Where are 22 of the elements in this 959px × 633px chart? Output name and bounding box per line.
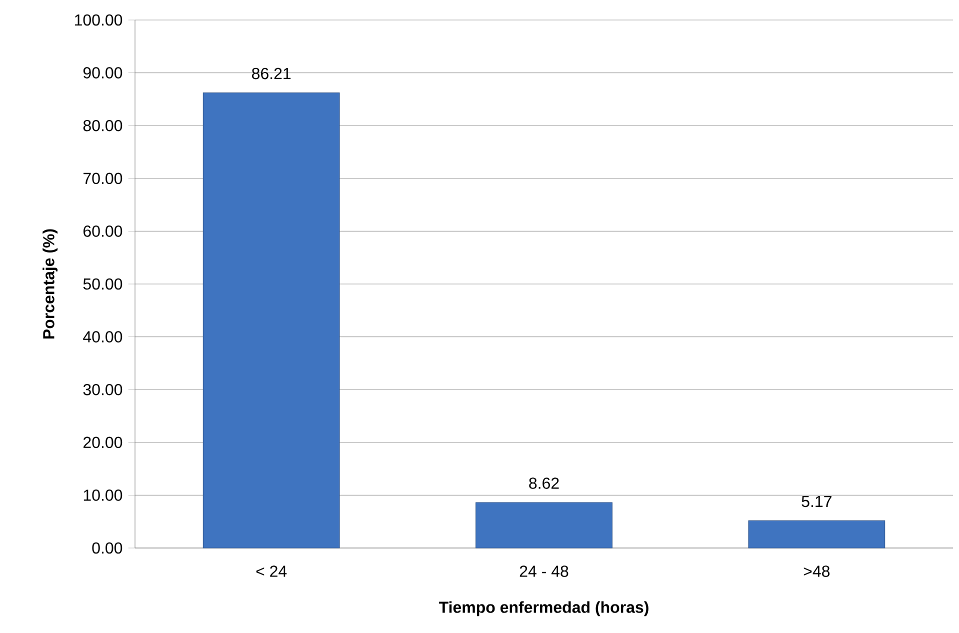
y-axis-title: Porcentaje (%): [42, 229, 58, 339]
y-tick-label: 60.00: [84, 226, 122, 237]
data-label: 8.62: [529, 478, 559, 489]
y-tick-label: 50.00: [83, 278, 122, 290]
y-tick-label: 100.00: [75, 14, 122, 26]
bar: [476, 502, 612, 548]
y-tick-label: 10.00: [84, 490, 122, 501]
y-tick-label: 40.00: [83, 331, 122, 342]
y-tick-label: 80.00: [83, 120, 122, 132]
bar: [202, 92, 340, 548]
y-tick-label: 30.00: [83, 384, 122, 396]
y-tick-label: 70.00: [84, 172, 122, 184]
data-label: 5.17: [802, 496, 832, 508]
x-tick-label: 24 - 48: [520, 566, 568, 577]
bar: [748, 520, 886, 548]
data-label: 86.21: [252, 68, 291, 80]
y-tick-label: 90.00: [83, 67, 122, 78]
y-tick-label: 0.00: [92, 542, 122, 554]
x-tick-label: >48: [804, 566, 830, 577]
x-tick-label: < 24: [256, 566, 287, 577]
y-tick-label: 20.00: [83, 436, 122, 448]
x-axis-title: Tiempo enfermedad (horas): [438, 601, 648, 616]
